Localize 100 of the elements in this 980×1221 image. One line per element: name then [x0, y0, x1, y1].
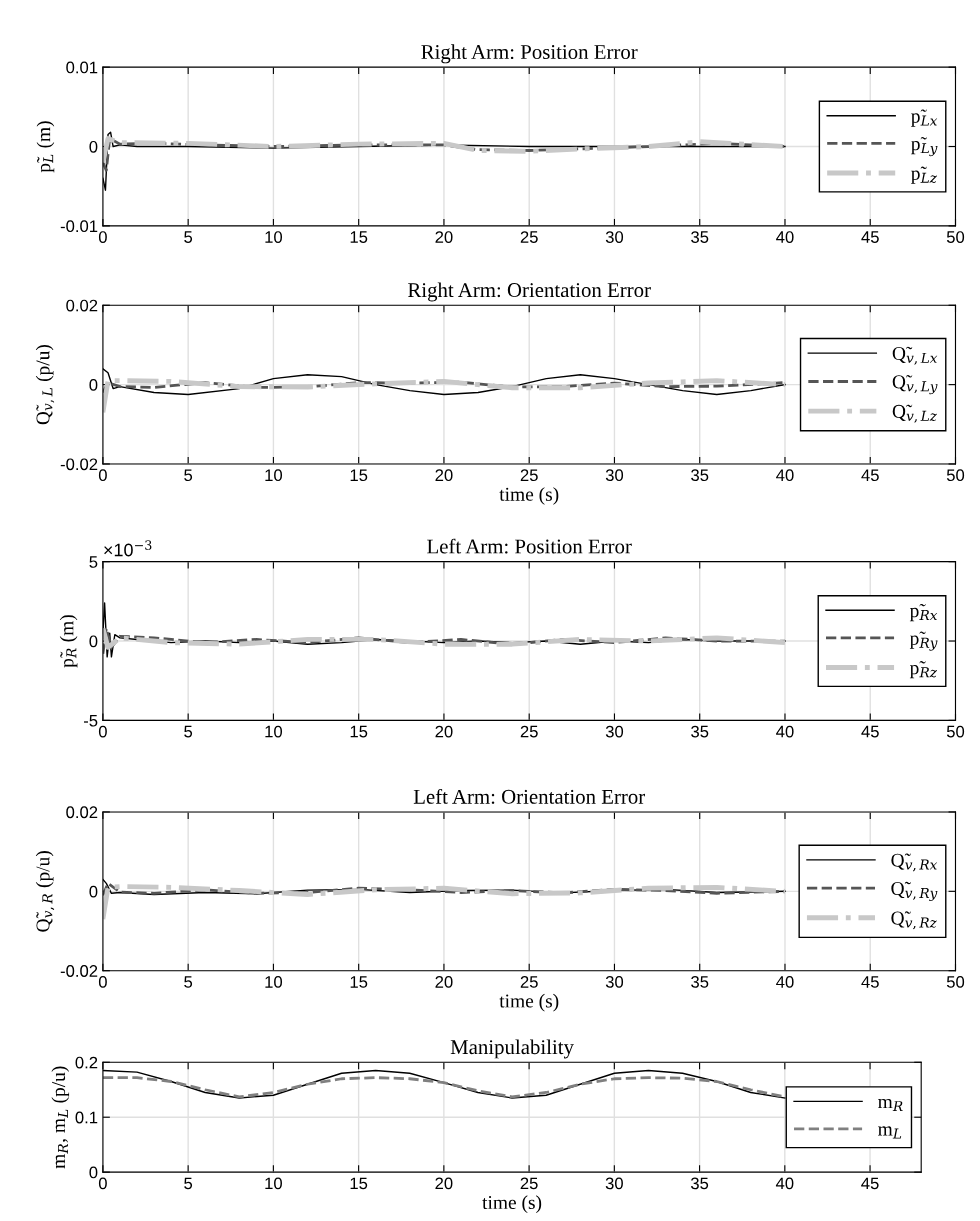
- x-tick-label: 25: [520, 976, 538, 988]
- x-tick-label: 45: [861, 725, 879, 738]
- x-tick-label: 30: [605, 469, 624, 482]
- y-tick-label: 0: [89, 885, 98, 898]
- x-tick-label: 15: [350, 231, 368, 243]
- x-tick-label: 25: [520, 725, 538, 738]
- line-series: [102, 882, 787, 897]
- x-tick-label: 35: [690, 1177, 709, 1190]
- x-tick-label: 40: [775, 1177, 794, 1190]
- y-axis-title: m$_{R}$, m$_{L}$ (p/u): [51, 1066, 70, 1169]
- y-tick-label: 0.02: [66, 806, 98, 819]
- x-tick-label: 0: [98, 725, 107, 738]
- x-tick-label: 50: [946, 976, 965, 988]
- x-tick-label: 20: [435, 1177, 453, 1190]
- x-tick-label: 30: [605, 231, 624, 243]
- y-tick-label: 0.2: [75, 1056, 98, 1069]
- text: ×10$^{−3}$: [104, 540, 152, 557]
- x-tick-label: 30: [605, 725, 624, 738]
- legend-label: m$_{R}$: [878, 1098, 903, 1112]
- line-series: [102, 378, 788, 415]
- legend-label: Q̃$_{v,Lz}$: [892, 404, 938, 423]
- x-tick-label: 50: [946, 725, 965, 738]
- x-tick-label: 50: [946, 469, 965, 482]
- x-tick-label: 40: [776, 231, 794, 243]
- y-tick-label: -0.02: [60, 458, 98, 471]
- x-tick-label: 15: [350, 976, 368, 988]
- x-tick-label: 15: [350, 469, 368, 482]
- chart-title: Left Arm: Orientation Error: [413, 788, 646, 804]
- x-tick-label: 20: [435, 725, 453, 738]
- x-tick-label: 35: [691, 231, 709, 243]
- x-tick-label: 35: [691, 725, 709, 738]
- x-tick-label: 50: [946, 231, 965, 243]
- y-axis-title: Q̃$_{v,L}$ (p/u): [35, 344, 55, 425]
- legend-label: p̃$_{Lz}$: [911, 166, 937, 184]
- x-tick-label: 15: [350, 725, 368, 738]
- x-tick-label: 25: [520, 1177, 538, 1190]
- x-tick-label: 40: [776, 725, 794, 738]
- y-axis-title: p̃$_{L}$ (m): [36, 121, 55, 173]
- x-tick-label: 30: [605, 976, 624, 988]
- line-series: [102, 884, 788, 922]
- x-tick-label: 20: [435, 469, 453, 482]
- y-tick-label: 0: [89, 379, 98, 391]
- y-tick-label: 0.02: [66, 299, 98, 312]
- x-tick-label: 20: [435, 231, 453, 243]
- x-tick-label: 30: [605, 1177, 623, 1190]
- legend-label: m$_{L}$: [878, 1126, 902, 1139]
- y-tick-label: 0: [89, 140, 98, 153]
- legend-label: p̃$_{Rz}$: [909, 661, 937, 679]
- y-tick-label: -0.01: [60, 220, 98, 233]
- y-tick-label: 0.1: [75, 1111, 98, 1124]
- y-tick-label: 0.01: [66, 61, 98, 74]
- legend-label: Q̃$_{v,Lx}$: [892, 346, 938, 365]
- y-tick-label: 0: [89, 1166, 98, 1179]
- legend-label: p̃$_{Lx}$: [911, 109, 938, 127]
- y-tick-label: -0.02: [60, 965, 98, 977]
- legend-label: Q̃$_{v,Rz}$: [891, 911, 937, 930]
- x-tick-label: 5: [184, 725, 193, 738]
- y-axis-title: p̃$_{R}$ (m): [59, 615, 78, 668]
- chart-title: Right Arm: Position Error: [421, 44, 638, 64]
- x-tick-label: 5: [184, 231, 193, 243]
- legend-label: p̃$_{Ly}$: [911, 136, 938, 157]
- chart-title: Right Arm: Orientation Error: [408, 282, 651, 302]
- legend-label: p̃$_{Rx}$: [909, 603, 938, 622]
- x-tick-label: 0: [98, 1177, 107, 1190]
- x-tick-label: 5: [184, 976, 193, 988]
- chart-title: Left Arm: Position Error: [427, 538, 632, 554]
- x-tick-label: 45: [861, 231, 879, 243]
- x-tick-label: 10: [265, 1177, 282, 1190]
- legend-label: p̃$_{Ry}$: [909, 631, 938, 651]
- x-tick-label: 40: [776, 976, 794, 988]
- x-tick-label: 45: [861, 1177, 879, 1190]
- x-tick-label: 25: [520, 231, 538, 243]
- legend-label: Q̃$_{v,Rx}$: [891, 853, 938, 872]
- x-tick-label: 0: [98, 976, 107, 988]
- legend-label: Q̃$_{v,Ry}$: [891, 881, 938, 901]
- x-tick-label: 0: [98, 469, 107, 482]
- x-axis-title: time (s): [499, 487, 559, 505]
- y-tick-label: 0: [89, 635, 98, 648]
- x-tick-label: 20: [435, 976, 453, 988]
- x-tick-label: 10: [265, 231, 283, 243]
- x-axis-title: time (s): [482, 1195, 542, 1213]
- y-tick-label: 5: [89, 556, 98, 568]
- x-tick-label: 10: [265, 976, 283, 988]
- x-tick-label: 10: [265, 469, 283, 482]
- x-tick-label: 10: [265, 725, 283, 738]
- x-tick-label: 45: [861, 976, 879, 988]
- x-axis-title: time (s): [499, 993, 559, 1012]
- x-tick-label: 40: [776, 469, 794, 482]
- x-tick-label: 35: [691, 469, 709, 482]
- line-series: [102, 625, 788, 650]
- x-tick-label: 0: [98, 231, 107, 243]
- x-tick-label: 35: [691, 976, 709, 988]
- y-tick-label: -5: [83, 714, 98, 727]
- y-axis-title: Q̃$_{v,R}$ (p/u): [35, 851, 55, 932]
- x-tick-label: 5: [184, 469, 193, 482]
- x-tick-label: 5: [184, 1177, 193, 1190]
- x-tick-label: 25: [520, 469, 538, 482]
- x-tick-label: 15: [350, 1177, 368, 1190]
- x-tick-label: 45: [861, 469, 879, 482]
- chart-title: Manipulability: [450, 1039, 574, 1059]
